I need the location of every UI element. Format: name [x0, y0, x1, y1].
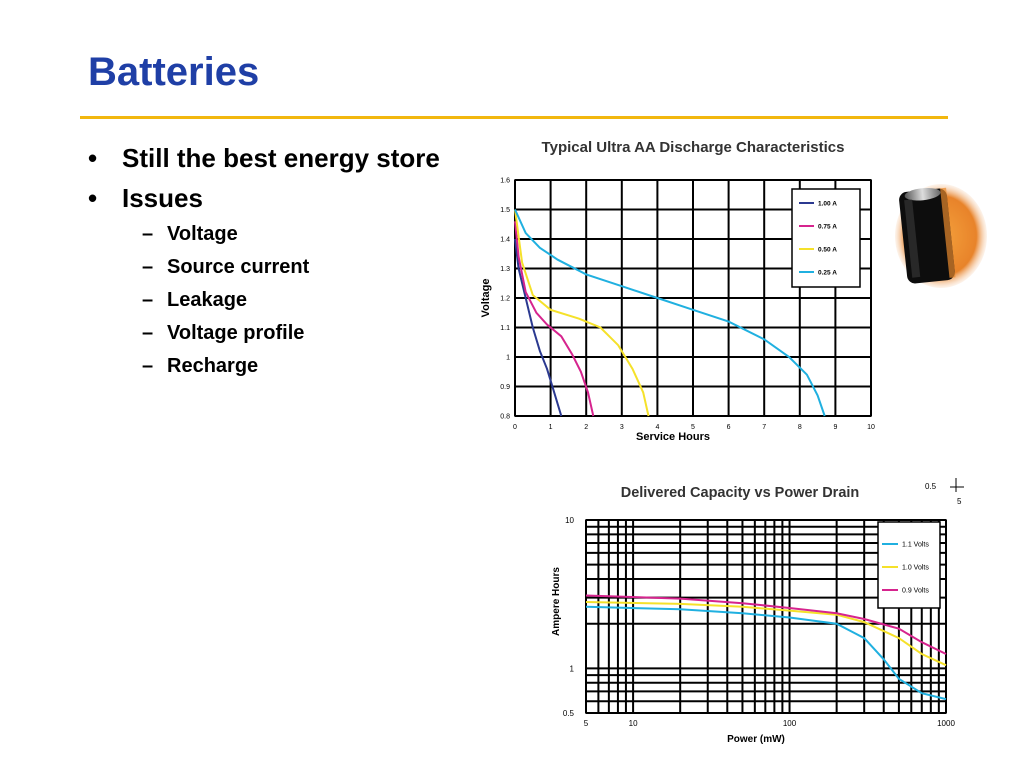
- series-line: [514, 209, 826, 417]
- annotation-label: 5: [957, 497, 962, 506]
- sub-bullet-text: Leakage: [167, 289, 248, 311]
- capacity-chart: Delivered Capacity vs Power Drain 0.555 10…: [551, 478, 964, 745]
- x-tick-label: 9: [833, 424, 837, 431]
- x-tick-label: 10: [867, 424, 875, 431]
- legend-label: 1.1 Volts: [902, 542, 929, 549]
- x-tick-label: 2: [584, 424, 588, 431]
- bullet-text: Issues: [122, 183, 203, 213]
- legend-label: 1.00 A: [818, 201, 837, 208]
- annotation-label: 0.5: [925, 482, 937, 491]
- x-tick-label: 6: [727, 424, 731, 431]
- y-axis-label: Ampere Hours: [551, 567, 562, 636]
- y-tick-label: 1.5: [500, 207, 510, 214]
- y-tick-label: 1.3: [500, 266, 510, 273]
- series-line: [514, 238, 563, 417]
- bullet-item: Still the best energy store: [88, 138, 440, 178]
- sub-bullet-item: Voltage: [122, 218, 440, 251]
- sub-bullet-text: Recharge: [167, 355, 259, 377]
- bullet-item: Issues Voltage Source current Leakage Vo…: [88, 178, 440, 383]
- chart-title: Typical Ultra AA Discharge Characteristi…: [542, 139, 845, 156]
- y-tick-label: 1.2: [500, 296, 510, 303]
- chart-title: Delivered Capacity vs Power Drain: [621, 485, 860, 501]
- discharge-chart: Typical Ultra AA Discharge Characteristi…: [480, 139, 875, 443]
- legend-label: 1.0 Volts: [902, 565, 929, 572]
- y-tick-label: 10: [565, 516, 574, 525]
- plot-frame: [514, 179, 872, 417]
- slide-title: Batteries: [88, 50, 260, 94]
- bullet-text: Still the best energy store: [122, 143, 440, 173]
- series-line: [514, 221, 595, 417]
- x-tick-label: 5: [584, 719, 589, 728]
- x-axis-label: Service Hours: [636, 431, 710, 443]
- legend-label: 0.25 A: [818, 270, 837, 277]
- sub-bullet-item: Source current: [122, 251, 440, 284]
- y-tick-label: 0.5: [563, 709, 575, 718]
- sub-bullet-item: Recharge: [122, 350, 440, 383]
- series-line: [514, 209, 650, 417]
- y-tick-label: 1.1: [500, 325, 510, 332]
- y-tick-label: 0.8: [500, 414, 510, 421]
- sub-bullet-item: Leakage: [122, 284, 440, 317]
- x-tick-label: 0: [513, 424, 517, 431]
- x-tick-label: 8: [798, 424, 802, 431]
- plot-frame: [585, 519, 947, 714]
- series-line: [585, 601, 947, 667]
- sub-bullet-list: Voltage Source current Leakage Voltage p…: [122, 218, 440, 383]
- x-tick-label: 4: [655, 424, 659, 431]
- sub-bullet-text: Voltage profile: [167, 322, 305, 344]
- x-tick-label: 100: [783, 719, 797, 728]
- y-axis-label: Voltage: [480, 279, 492, 318]
- sub-bullet-item: Voltage profile: [122, 317, 440, 350]
- x-tick-label: 1000: [937, 719, 955, 728]
- legend-label: 0.9 Volts: [902, 588, 929, 595]
- title-underline: [80, 116, 948, 119]
- legend-label: 0.75 A: [818, 224, 837, 231]
- x-tick-label: 7: [762, 424, 766, 431]
- sub-bullet-text: Voltage: [167, 223, 238, 245]
- y-tick-label: 1: [506, 355, 510, 362]
- legend-box: [791, 188, 861, 288]
- aa-battery-icon: [895, 184, 987, 288]
- x-tick-label: 5: [691, 424, 695, 431]
- legend-label: 0.50 A: [818, 247, 837, 254]
- x-tick-label: 1: [549, 424, 553, 431]
- legend-box: [877, 521, 941, 609]
- bullet-list: Still the best energy store Issues Volta…: [88, 138, 440, 383]
- x-tick-label: 10: [629, 719, 638, 728]
- y-tick-label: 1.4: [500, 237, 510, 244]
- sub-bullet-text: Source current: [167, 256, 310, 278]
- y-tick-label: 0.9: [500, 384, 510, 391]
- y-tick-label: 1: [570, 664, 575, 673]
- x-axis-label: Power (mW): [727, 734, 785, 745]
- series-line: [585, 605, 947, 701]
- series-line: [585, 594, 947, 655]
- y-tick-label: 1.6: [500, 178, 510, 185]
- x-tick-label: 3: [620, 424, 624, 431]
